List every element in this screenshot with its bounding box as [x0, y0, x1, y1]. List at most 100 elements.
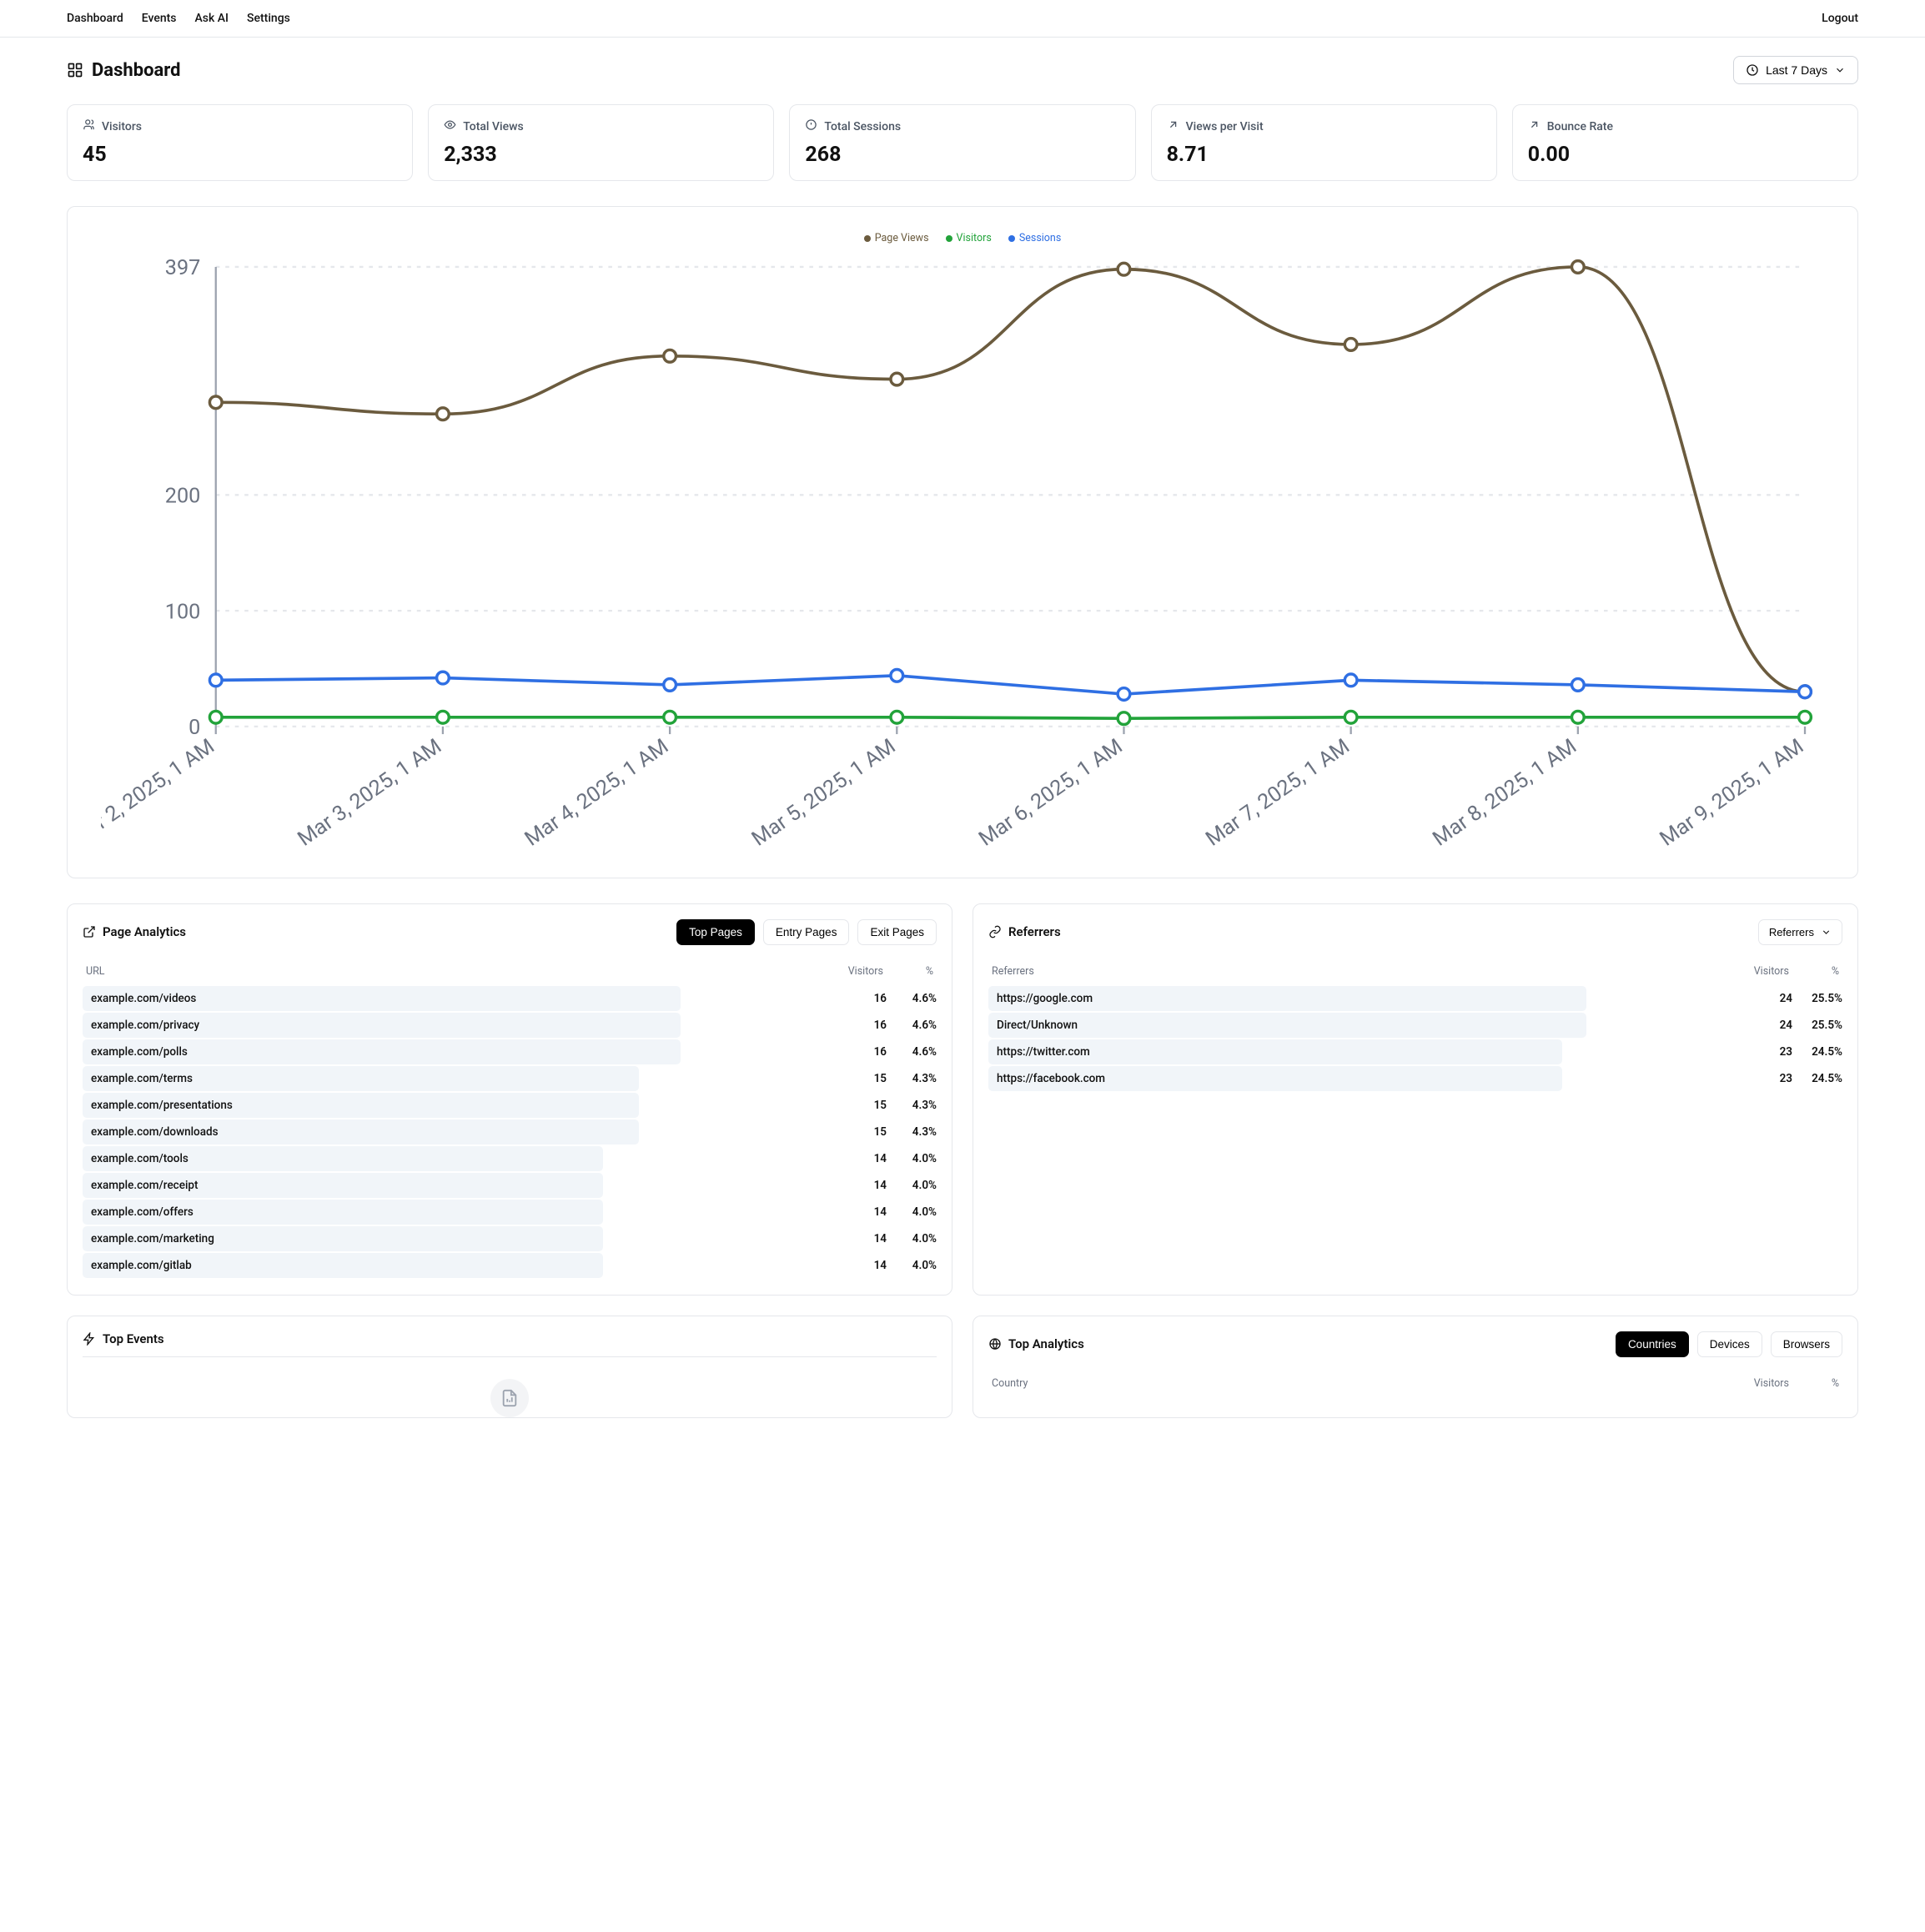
row-label: example.com/presentations — [83, 1094, 828, 1117]
divider — [83, 1356, 937, 1357]
row-percent: 4.0% — [887, 1232, 937, 1245]
table-row[interactable]: Direct/Unknown 24 25.5% — [988, 1013, 1842, 1038]
row-percent: 4.0% — [887, 1205, 937, 1219]
table-row[interactable]: example.com/offers 14 4.0% — [83, 1200, 937, 1225]
stat-label: Total Sessions — [824, 120, 901, 133]
page-analytics-table-header: URL Visitors % — [83, 958, 937, 986]
chevron-down-icon — [1821, 927, 1832, 938]
row-visitors: 15 — [828, 1072, 887, 1085]
table-row[interactable]: example.com/downloads 15 4.3% — [83, 1119, 937, 1145]
tab-top-pages[interactable]: Top Pages — [676, 919, 755, 945]
row-percent: 4.6% — [887, 1045, 937, 1059]
row-label: example.com/offers — [83, 1200, 828, 1224]
link-icon — [988, 925, 1002, 938]
topbar: Dashboard Events Ask AI Settings Logout — [0, 0, 1925, 38]
users-icon — [83, 118, 95, 134]
nav-link-settings[interactable]: Settings — [247, 12, 290, 25]
tab-entry-pages[interactable]: Entry Pages — [763, 919, 850, 945]
top-analytics-table-header: Country Visitors % — [988, 1371, 1842, 1398]
row-percent: 24.5% — [1792, 1072, 1842, 1085]
dashboard-icon — [67, 62, 83, 78]
table-row[interactable]: example.com/receipt 14 4.0% — [83, 1173, 937, 1198]
tab-browsers[interactable]: Browsers — [1771, 1331, 1842, 1357]
table-row[interactable]: https://twitter.com 23 24.5% — [988, 1039, 1842, 1064]
table-row[interactable]: example.com/videos 16 4.6% — [83, 986, 937, 1011]
row-label: example.com/videos — [83, 987, 828, 1010]
row-percent: 24.5% — [1792, 1045, 1842, 1059]
table-row[interactable]: example.com/privacy 16 4.6% — [83, 1013, 937, 1038]
svg-text:0: 0 — [188, 716, 200, 740]
table-col-url: URL — [86, 965, 825, 978]
stat-value: 268 — [805, 143, 1119, 167]
table-row[interactable]: example.com/tools 14 4.0% — [83, 1146, 937, 1171]
clock-icon — [1746, 63, 1759, 77]
legend-item[interactable]: Page Views — [864, 232, 929, 244]
tab-countries[interactable]: Countries — [1616, 1331, 1689, 1357]
table-col-visitors: Visitors — [1731, 965, 1789, 978]
chart-legend: Page Views Visitors Sessions — [101, 232, 1824, 244]
row-label: example.com/gitlab — [83, 1254, 828, 1277]
svg-text:100: 100 — [165, 600, 201, 624]
referrers-select-label: Referrers — [1769, 926, 1814, 938]
bolt-icon — [83, 1332, 96, 1346]
table-row[interactable]: example.com/terms 15 4.3% — [83, 1066, 937, 1091]
row-label: example.com/terms — [83, 1067, 828, 1090]
svg-text:Mar 2, 2025, 1 AM: Mar 2, 2025, 1 AM — [101, 734, 219, 851]
page-analytics-panel: Page Analytics Top PagesEntry PagesExit … — [67, 903, 952, 1296]
stat-label: Total Views — [463, 120, 523, 133]
table-row[interactable]: example.com/polls 16 4.6% — [83, 1039, 937, 1064]
arrow-up-right-icon — [1167, 118, 1179, 134]
legend-label: Page Views — [875, 232, 929, 244]
row-label: example.com/receipt — [83, 1174, 828, 1197]
page-analytics-tabs: Top Pages Entry Pages Exit Pages — [676, 919, 937, 945]
stat-card: Total Sessions 268 — [789, 104, 1135, 181]
logout-link[interactable]: Logout — [1822, 12, 1858, 25]
nav-link-ask-ai[interactable]: Ask AI — [195, 12, 229, 25]
top-analytics-panel: Top Analytics Countries Devices Browsers C… — [973, 1316, 1858, 1418]
row-percent: 4.6% — [887, 992, 937, 1005]
page-analytics-rows[interactable]: example.com/videos 16 4.6% example.com/p… — [83, 986, 937, 1280]
table-row[interactable]: example.com/marketing 14 4.0% — [83, 1226, 937, 1251]
legend-item[interactable]: Visitors — [946, 232, 992, 244]
svg-text:Mar 3, 2025, 1 AM: Mar 3, 2025, 1 AM — [294, 734, 446, 851]
referrers-select[interactable]: Referrers — [1758, 919, 1842, 945]
row-label: example.com/tools — [83, 1147, 828, 1170]
globe-icon — [988, 1337, 1002, 1351]
tab-exit-pages[interactable]: Exit Pages — [857, 919, 937, 945]
row-percent: 4.6% — [887, 1019, 937, 1032]
stat-label: Views per Visit — [1186, 120, 1264, 133]
table-col-country: Country — [992, 1377, 1731, 1390]
stat-label: Visitors — [102, 120, 142, 133]
page-title: Dashboard — [92, 60, 181, 81]
table-row[interactable]: https://facebook.com 23 24.5% — [988, 1066, 1842, 1091]
svg-text:Mar 5, 2025, 1 AM: Mar 5, 2025, 1 AM — [747, 734, 900, 851]
row-percent: 4.3% — [887, 1099, 937, 1112]
row-visitors: 23 — [1734, 1072, 1792, 1085]
arrow-up-right-icon — [1528, 118, 1541, 134]
table-row[interactable]: example.com/gitlab 14 4.0% — [83, 1253, 937, 1278]
tab-devices[interactable]: Devices — [1697, 1331, 1762, 1357]
legend-item[interactable]: Sessions — [1008, 232, 1061, 244]
top-analytics-title: Top Analytics — [1008, 1336, 1084, 1351]
row-visitors: 14 — [828, 1152, 887, 1165]
row-visitors: 15 — [828, 1125, 887, 1139]
table-col-percent: % — [1789, 1377, 1839, 1390]
legend-dot — [864, 235, 871, 242]
svg-text:Mar 4, 2025, 1 AM: Mar 4, 2025, 1 AM — [520, 734, 673, 851]
chevron-down-icon — [1834, 64, 1846, 76]
nav-links: Dashboard Events Ask AI Settings — [67, 12, 290, 25]
row-visitors: 14 — [828, 1232, 887, 1245]
date-range-button[interactable]: Last 7 Days — [1733, 56, 1858, 84]
chart-card: Page ViewsVisitorsSessions 0100200397Mar… — [67, 206, 1858, 878]
row-visitors: 16 — [828, 1019, 887, 1032]
nav-link-events[interactable]: Events — [142, 12, 177, 25]
nav-link-dashboard[interactable]: Dashboard — [67, 12, 123, 25]
page-header: Dashboard Last 7 Days — [67, 56, 1858, 84]
row-visitors: 16 — [828, 1045, 887, 1059]
table-row[interactable]: https://google.com 24 25.5% — [988, 986, 1842, 1011]
svg-text:Mar 9, 2025, 1 AM: Mar 9, 2025, 1 AM — [1656, 734, 1808, 851]
clock-alert-icon — [805, 118, 817, 134]
row-percent: 4.0% — [887, 1259, 937, 1272]
table-row[interactable]: example.com/presentations 15 4.3% — [83, 1093, 937, 1118]
stat-card: Visitors 45 — [67, 104, 413, 181]
